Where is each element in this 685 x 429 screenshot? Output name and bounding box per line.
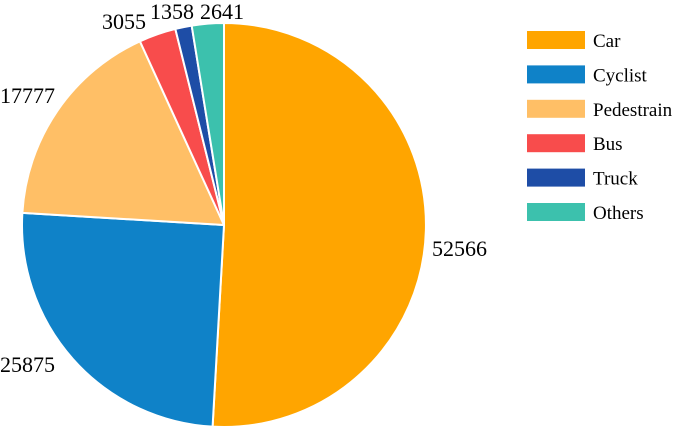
legend-label-truck: Truck — [593, 169, 638, 190]
legend-label-others: Others — [593, 203, 644, 224]
pie-slices — [20, 22, 427, 428]
pie-slice-pedestrain — [21, 40, 225, 226]
legend-label-car: Car — [593, 31, 621, 52]
legend-swatch-pedestrain — [527, 99, 585, 118]
legend-swatch-truck — [527, 168, 585, 187]
legend: Car Cyclist Pedestrain Bus Truck Others — [527, 31, 673, 224]
value-label-car: 52566 — [432, 236, 487, 261]
value-label-truck: 1358 — [150, 0, 194, 24]
slice-value-labels: 52566 25875 17777 3055 1358 2641 — [0, 0, 487, 377]
pie-slice-car — [211, 22, 427, 428]
legend-swatch-others — [527, 203, 585, 221]
legend-swatch-bus — [527, 134, 585, 153]
value-label-bus: 3055 — [102, 9, 146, 34]
legend-swatch-car — [527, 31, 585, 49]
legend-label-bus: Bus — [593, 134, 623, 155]
pie-slice-cyclist — [20, 211, 225, 428]
pie-slice-others — [190, 22, 225, 226]
value-label-pedestrain: 17777 — [0, 83, 55, 108]
legend-label-cyclist: Cyclist — [593, 65, 648, 86]
legend-label-pedestrain: Pedestrain — [593, 100, 673, 121]
value-label-others: 2641 — [200, 0, 244, 24]
value-label-cyclist: 25875 — [0, 352, 55, 377]
legend-swatch-cyclist — [527, 65, 585, 84]
